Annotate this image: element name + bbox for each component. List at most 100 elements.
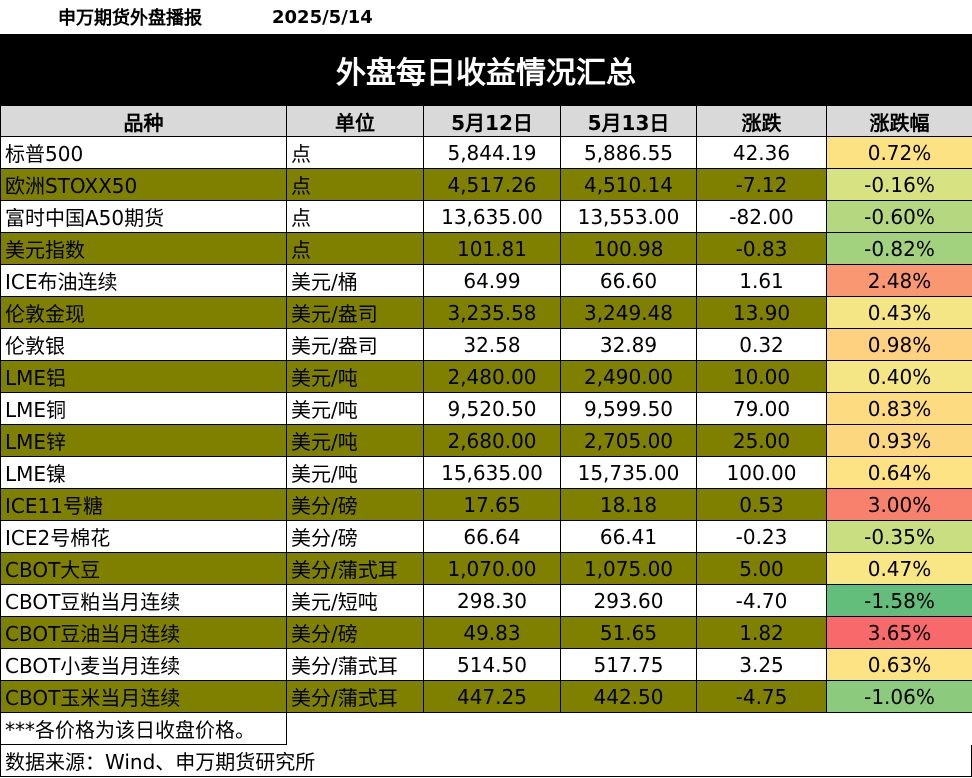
row-value-date2: 18.18: [560, 488, 697, 521]
row-name: CBOT豆油当月连续: [0, 616, 287, 649]
row-unit: 点: [286, 232, 424, 265]
row-value-date2: 13,553.00: [560, 200, 697, 233]
row-value-date1: 9,520.50: [423, 392, 561, 425]
row-change: -0.23: [696, 520, 827, 553]
row-value-date1: 3,235.58: [423, 296, 561, 329]
row-value-date2: 15,735.00: [560, 456, 697, 489]
table-row: ICE布油连续 美元/桶 64.99 66.60 1.61 2.48%: [0, 264, 972, 297]
table-row: 美元指数点 101.81 100.98 -0.83 -0.82%: [0, 232, 972, 265]
row-value-date2: 1,075.00: [560, 552, 697, 585]
row-change-pct: -0.35%: [826, 520, 972, 553]
row-name: 伦敦金现: [0, 296, 287, 329]
row-value-date1: 15,635.00: [423, 456, 561, 489]
row-change-pct: 0.40%: [826, 360, 972, 393]
row-unit: 美元/吨: [286, 456, 424, 489]
row-value-date1: 13,635.00: [423, 200, 561, 233]
row-change: -7.12: [696, 168, 827, 201]
table-row: 富时中国A50期货点 13,635.00 13,553.00 -82.00 -0.60%: [0, 200, 972, 233]
row-value-date1: 32.58: [423, 328, 561, 361]
org-name: 申万期货外盘播报: [58, 8, 202, 29]
row-unit: 美分/磅: [286, 520, 424, 553]
table-row: CBOT大豆 美分/蒲式耳 1,070.00 1,075.00 5.00 0.47%: [0, 552, 972, 585]
row-name: LME铜: [0, 392, 287, 425]
note-text: ***各价格为该日收盘价格。: [0, 712, 287, 745]
row-change-pct: 0.47%: [826, 552, 972, 585]
row-change: -0.83: [696, 232, 827, 265]
row-name: ICE2号棉花: [0, 520, 287, 553]
returns-table: 品种 单位 5月12日 5月13日 涨跌 涨跌幅 标普500 点 5,844.19 5…: [0, 105, 972, 745]
row-value-date1: 514.50: [423, 648, 561, 681]
table-row: ICE11号糖 美分/磅 17.65 18.18 0.53 3.00%: [0, 488, 972, 521]
row-value-date1: 66.64: [423, 520, 561, 553]
row-change: 10.00: [696, 360, 827, 393]
table-row: CBOT玉米当月连续 美分/蒲式耳 447.25 442.50 -4.75 -1.06%: [0, 680, 972, 713]
row-change-pct: -0.60%: [826, 200, 972, 233]
row-value-date1: 298.30: [423, 584, 561, 617]
table-row: 伦敦银 美元/盎司 32.58 32.89 0.32 0.98%: [0, 328, 972, 361]
row-name: ICE布油连续: [0, 264, 287, 297]
table-row: 伦敦金现 美元/盎司 3,235.58 3,249.48 13.90 0.43%: [0, 296, 972, 329]
row-change-pct: 0.64%: [826, 456, 972, 489]
row-value-date1: 4,517.26: [423, 168, 561, 201]
table-header-row: 品种 单位 5月12日 5月13日 涨跌 涨跌幅: [0, 105, 972, 137]
row-name: CBOT小麦当月连续: [0, 648, 287, 681]
table-row: LME镍 美元/吨 15,635.00 15,735.00 100.00 0.64%: [0, 456, 972, 489]
table-row: LME锌 美元/吨 2,680.00 2,705.00 25.00 0.93%: [0, 424, 972, 457]
row-change-pct: 0.43%: [826, 296, 972, 329]
row-change-pct: 0.93%: [826, 424, 972, 457]
row-value-date1: 17.65: [423, 488, 561, 521]
row-unit: 美分/磅: [286, 616, 424, 649]
table-row: CBOT小麦当月连续 美分/蒲式耳 514.50 517.75 3.25 0.63%: [0, 648, 972, 681]
row-change: 100.00: [696, 456, 827, 489]
row-value-date2: 32.89: [560, 328, 697, 361]
row-unit: 点: [286, 168, 424, 201]
row-unit: 点: [286, 200, 424, 233]
row-value-date1: 447.25: [423, 680, 561, 713]
row-value-date2: 3,249.48: [560, 296, 697, 329]
row-unit: 美元/短吨: [286, 584, 424, 617]
col-header-unit: 单位: [286, 105, 424, 137]
row-value-date2: 2,490.00: [560, 360, 697, 393]
row-change: -4.70: [696, 584, 827, 617]
col-header-change: 涨跌: [696, 105, 827, 137]
row-value-date1: 49.83: [423, 616, 561, 649]
row-change: 1.82: [696, 616, 827, 649]
row-change-pct: 0.83%: [826, 392, 972, 425]
row-value-date2: 442.50: [560, 680, 697, 713]
row-value-date1: 1,070.00: [423, 552, 561, 585]
row-change-pct: -1.58%: [826, 584, 972, 617]
row-change: 25.00: [696, 424, 827, 457]
row-name: 标普500: [0, 136, 287, 169]
row-name: LME锌: [0, 424, 287, 457]
row-name: CBOT大豆: [0, 552, 287, 585]
table-row: CBOT豆粕当月连续 美元/短吨 298.30 293.60 -4.70 -1.58%: [0, 584, 972, 617]
row-value-date2: 4,510.14: [560, 168, 697, 201]
row-change: -4.75: [696, 680, 827, 713]
row-change: 79.00: [696, 392, 827, 425]
row-unit: 美分/磅: [286, 488, 424, 521]
row-value-date1: 5,844.19: [423, 136, 561, 169]
row-value-date2: 66.60: [560, 264, 697, 297]
row-name: ICE11号糖: [0, 488, 287, 521]
row-change-pct: 2.48%: [826, 264, 972, 297]
row-value-date2: 9,599.50: [560, 392, 697, 425]
row-unit: 美元/吨: [286, 360, 424, 393]
row-change: 3.25: [696, 648, 827, 681]
row-value-date2: 293.60: [560, 584, 697, 617]
row-value-date2: 2,705.00: [560, 424, 697, 457]
table-row: LME铜 美元/吨 9,520.50 9,599.50 79.00 0.83%: [0, 392, 972, 425]
row-value-date1: 2,680.00: [423, 424, 561, 457]
row-value-date2: 5,886.55: [560, 136, 697, 169]
row-name: CBOT豆粕当月连续: [0, 584, 287, 617]
row-unit: 美元/吨: [286, 424, 424, 457]
row-name: CBOT玉米当月连续: [0, 680, 287, 713]
data-source: 数据来源：Wind、申万期货研究所: [0, 745, 972, 777]
row-value-date2: 517.75: [560, 648, 697, 681]
row-change-pct: -0.16%: [826, 168, 972, 201]
row-name: 富时中国A50期货: [0, 200, 287, 233]
row-change-pct: -1.06%: [826, 680, 972, 713]
row-name: LME铝: [0, 360, 287, 393]
row-change: 0.32: [696, 328, 827, 361]
row-change: 5.00: [696, 552, 827, 585]
table-row: 标普500 点 5,844.19 5,886.55 42.36 0.72%: [0, 136, 972, 169]
